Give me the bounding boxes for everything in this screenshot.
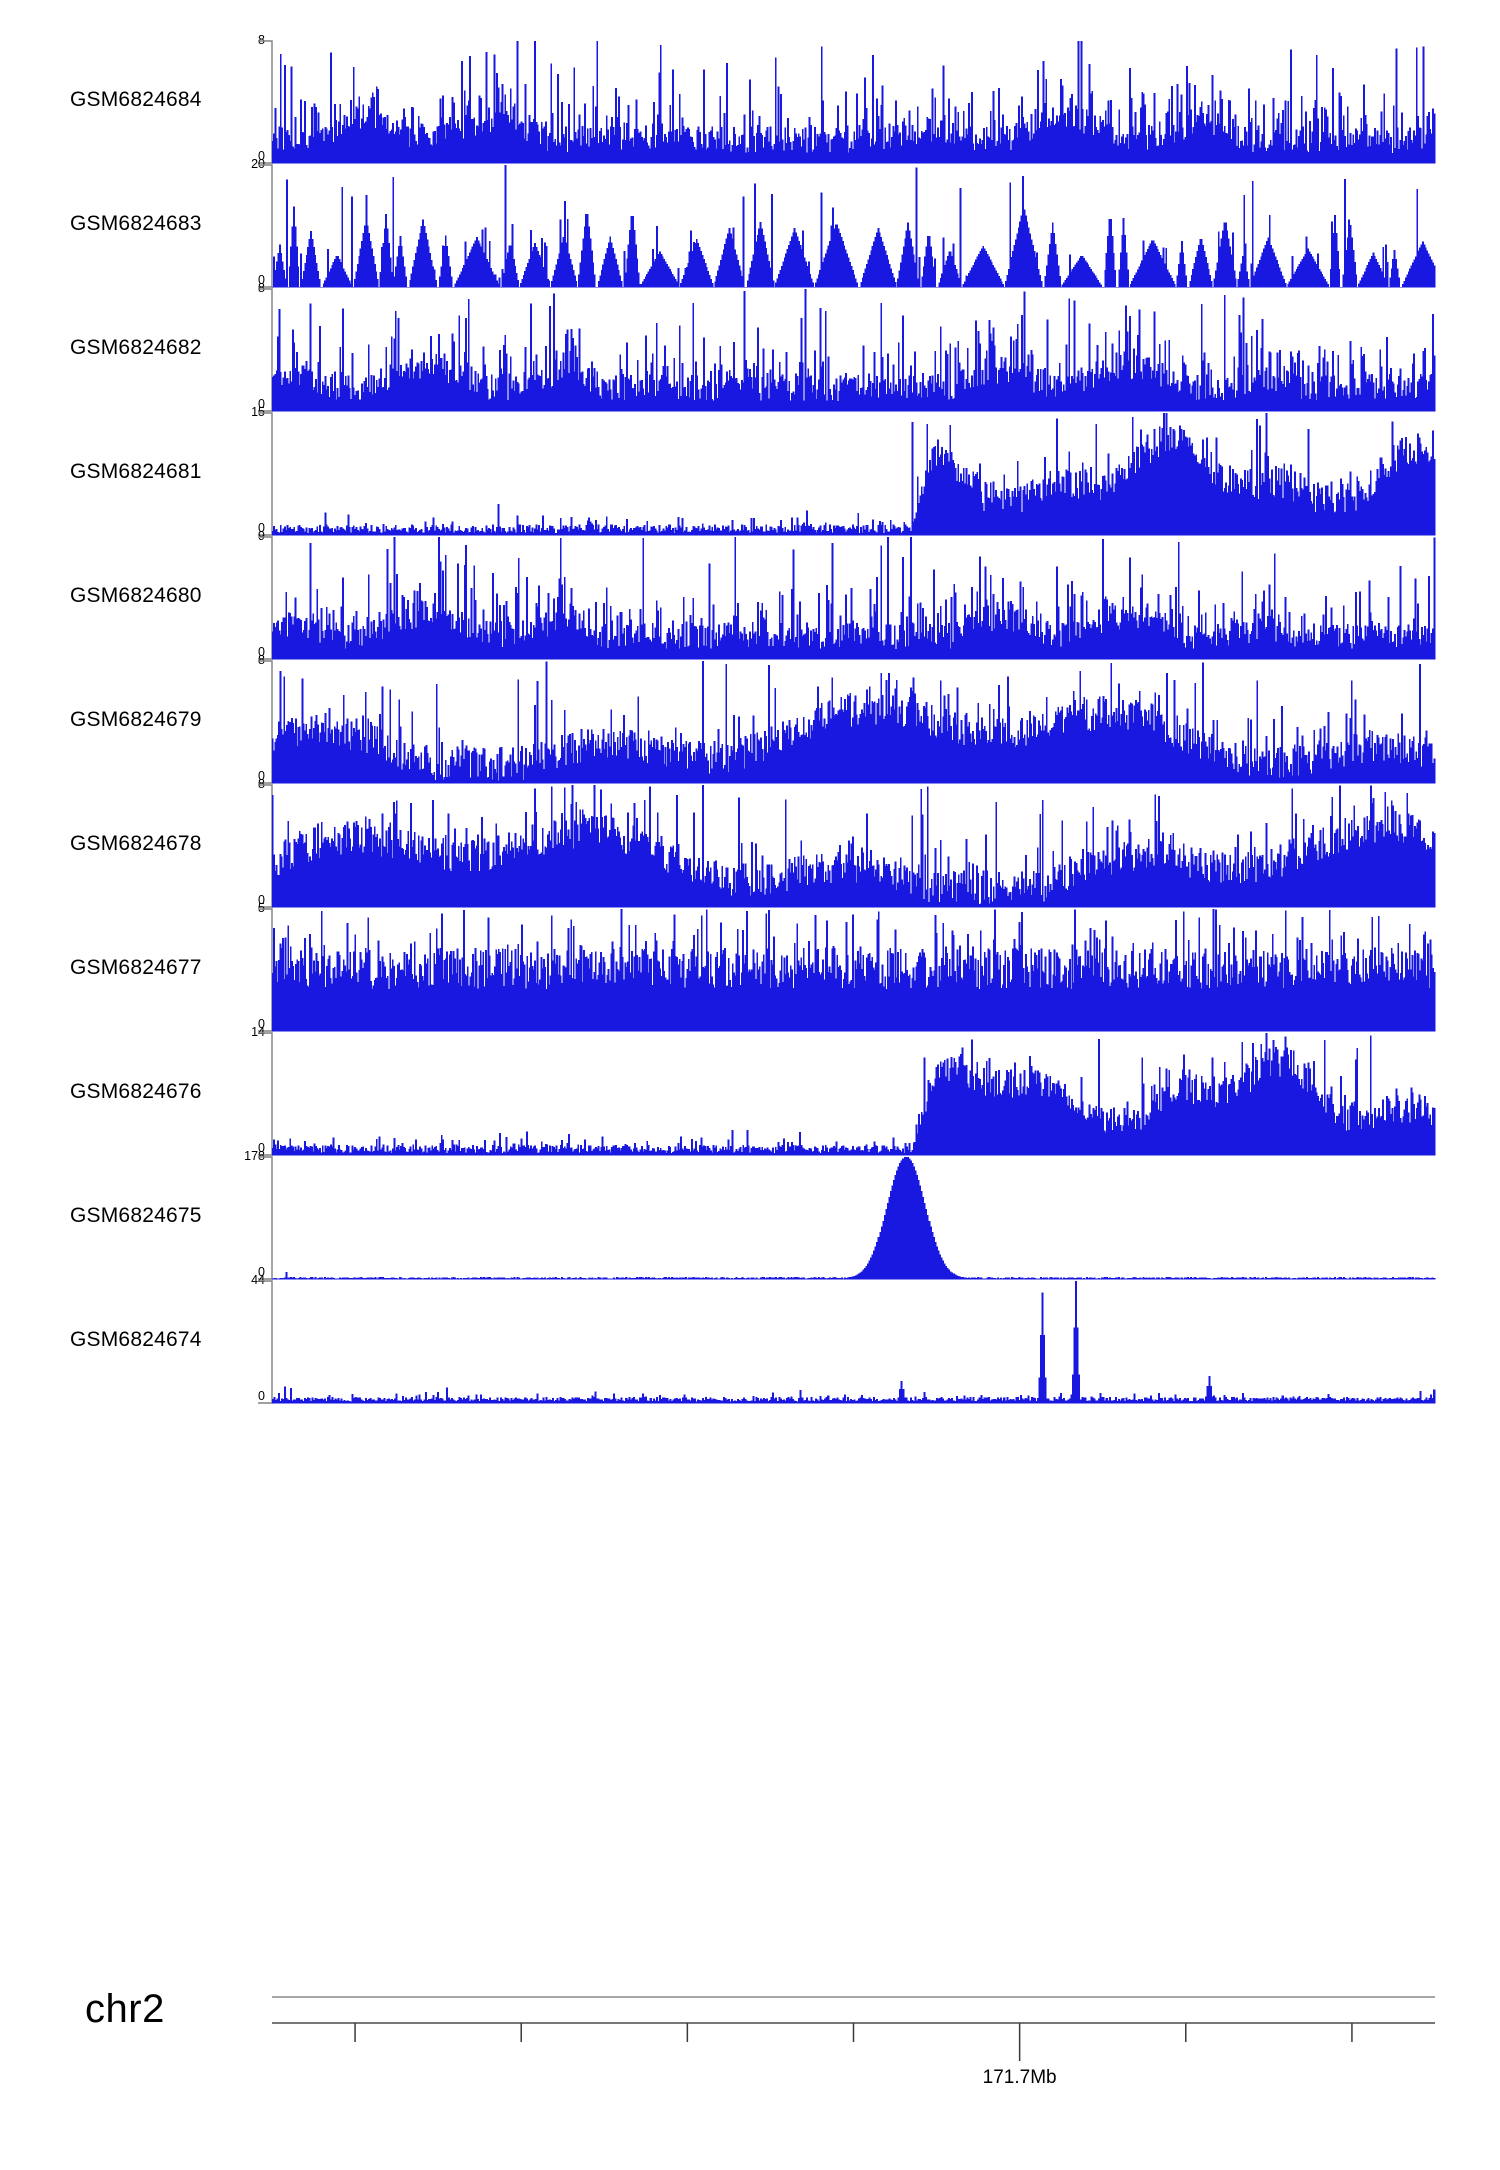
track-axis-bracket (258, 660, 273, 784)
axis-min-label: 0 (258, 769, 265, 783)
track-label-gsm6824676: GSM6824676 (70, 1080, 202, 1103)
track-plot-gsm6824683[interactable] (0, 164, 1500, 290)
track-row[interactable]: GSM6824676 14 0 (0, 1026, 1500, 1158)
track-axis-bracket (258, 908, 273, 1032)
axis-max-label: 178 (244, 1149, 265, 1163)
chromosome-ruler: chr2 171.7Mb (0, 1975, 1500, 2115)
track-axis-labels: 14 0 (200, 1026, 265, 1156)
track-row[interactable]: GSM6824683 20 0 (0, 158, 1500, 290)
axis-min-label: 0 (258, 1017, 265, 1031)
track-axis-bracket (258, 536, 273, 660)
axis-max-label: 20 (251, 157, 265, 171)
axis-max-label: 8 (258, 33, 265, 47)
track-row[interactable]: GSM6824682 8 0 (0, 282, 1500, 414)
track-signal-area (271, 1280, 1436, 1404)
axis-max-label: 14 (251, 1025, 265, 1039)
track-row[interactable]: GSM6824677 5 0 (0, 902, 1500, 1034)
track-label-gsm6824674: GSM6824674 (70, 1328, 202, 1351)
track-label-gsm6824679: GSM6824679 (70, 708, 202, 731)
track-signal-area (271, 40, 1436, 164)
track-axis-bracket (258, 40, 273, 164)
axis-min-label: 0 (258, 521, 265, 535)
track-plot-gsm6824675[interactable] (0, 1156, 1500, 1282)
axis-max-label: 8 (258, 653, 265, 667)
track-axis-bracket (258, 1280, 273, 1404)
track-plot-gsm6824679[interactable] (0, 660, 1500, 786)
ruler-position-label: 171.7Mb (982, 2067, 1057, 2088)
track-plot-gsm6824682[interactable] (0, 288, 1500, 414)
track-signal-area (271, 1156, 1436, 1280)
track-row[interactable]: GSM6824684 8 0 (0, 34, 1500, 166)
track-label-gsm6824678: GSM6824678 (70, 832, 202, 855)
track-row[interactable]: GSM6824681 15 0 (0, 406, 1500, 538)
track-row[interactable]: GSM6824674 44 0 (0, 1274, 1500, 1406)
track-signal-area (271, 660, 1436, 784)
track-label-gsm6824684: GSM6824684 (70, 88, 202, 111)
track-plot-gsm6824684[interactable] (0, 40, 1500, 166)
track-axis-labels: 44 0 (200, 1274, 265, 1404)
axis-min-label: 0 (258, 645, 265, 659)
chromosome-label: chr2 (85, 1987, 165, 2031)
axis-min-label: 0 (258, 397, 265, 411)
track-label-gsm6824682: GSM6824682 (70, 336, 202, 359)
track-axis-labels: 15 0 (200, 406, 265, 536)
track-axis-bracket (258, 784, 273, 908)
track-plot-gsm6824678[interactable] (0, 784, 1500, 910)
axis-max-label: 44 (251, 1273, 265, 1287)
axis-min-label: 0 (258, 1141, 265, 1155)
track-signal-area (271, 784, 1436, 908)
axis-min-label: 0 (258, 1389, 265, 1403)
track-plot-gsm6824677[interactable] (0, 908, 1500, 1034)
axis-max-label: 15 (251, 405, 265, 419)
track-label-gsm6824683: GSM6824683 (70, 212, 202, 235)
track-signal-area (271, 412, 1436, 536)
track-signal-area (271, 288, 1436, 412)
track-label-gsm6824675: GSM6824675 (70, 1204, 202, 1227)
track-signal-area (271, 536, 1436, 660)
track-plot-gsm6824681[interactable] (0, 412, 1500, 538)
track-axis-bracket (258, 288, 273, 412)
track-axis-bracket (258, 412, 273, 536)
track-axis-labels: 20 0 (200, 158, 265, 288)
axis-max-label: 9 (258, 529, 265, 543)
track-signal-area (271, 908, 1436, 1032)
track-label-gsm6824681: GSM6824681 (70, 460, 202, 483)
track-axis-bracket (258, 1032, 273, 1156)
track-row[interactable]: GSM6824678 8 0 (0, 778, 1500, 910)
track-row[interactable]: GSM6824679 8 0 (0, 654, 1500, 786)
axis-min-label: 0 (258, 893, 265, 907)
track-axis-labels: 178 0 (200, 1150, 265, 1280)
track-axis-bracket (258, 1156, 273, 1280)
track-plot-gsm6824680[interactable] (0, 536, 1500, 662)
track-label-gsm6824680: GSM6824680 (70, 584, 202, 607)
axis-max-label: 5 (258, 901, 265, 915)
track-row[interactable]: GSM6824680 9 0 (0, 530, 1500, 662)
ruler-axis (272, 1996, 1435, 2061)
axis-min-label: 0 (258, 1265, 265, 1279)
track-plot-gsm6824676[interactable] (0, 1032, 1500, 1158)
axis-max-label: 8 (258, 281, 265, 295)
track-plot-gsm6824674[interactable] (0, 1280, 1500, 1406)
track-signal-area (272, 164, 1436, 288)
track-row[interactable]: GSM6824675 178 0 (0, 1150, 1500, 1282)
axis-min-label: 0 (258, 273, 265, 287)
axis-min-label: 0 (258, 149, 265, 163)
track-axis-bracket (258, 164, 273, 288)
track-label-gsm6824677: GSM6824677 (70, 956, 202, 979)
axis-max-label: 8 (258, 777, 265, 791)
track-signal-area (271, 1032, 1436, 1156)
